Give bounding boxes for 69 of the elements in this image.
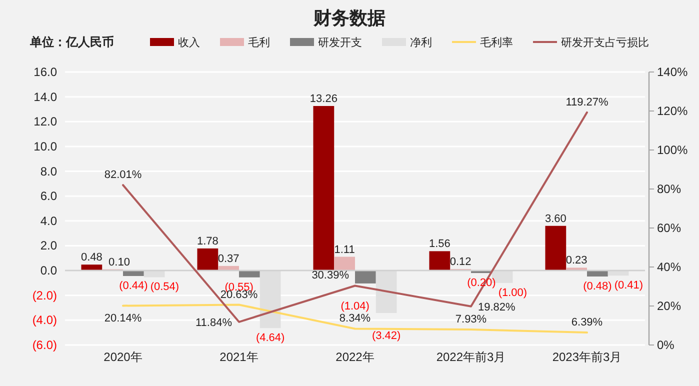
y2-tick-label: 120%: [657, 104, 688, 118]
data-label: 8.34%: [339, 312, 371, 325]
legend-label: 毛利率: [480, 36, 513, 49]
data-label: 0.48: [80, 252, 102, 264]
data-label: 0.37: [218, 252, 240, 265]
text: 单位：亿人民币: [29, 35, 114, 49]
x-tick-label: 2022年: [336, 350, 374, 364]
bar: [429, 251, 450, 271]
y-tick-label: 2.0: [40, 238, 58, 253]
legend-label: 收入: [178, 36, 200, 49]
data-label: 0.23: [566, 254, 588, 267]
y-tick-label: 0.0: [40, 264, 58, 278]
data-label: 1.56: [428, 238, 450, 250]
data-label: (3.42): [372, 330, 401, 342]
bar: [334, 256, 355, 271]
x-tick-label: 2021年: [220, 350, 258, 364]
bar: [376, 270, 397, 313]
x-tick-label: 2023年前3月: [552, 350, 622, 364]
y2-tick-label: 20%: [657, 299, 682, 313]
legend-label: 毛利: [248, 36, 270, 49]
x-tick-label: 2020年: [104, 350, 142, 364]
data-label: 20.14%: [104, 312, 142, 325]
data-label: (0.41): [614, 280, 644, 292]
data-label: 7.93%: [455, 314, 487, 326]
data-label: (1.04): [340, 300, 370, 312]
data-label: 0.10: [108, 256, 130, 268]
bar: [260, 270, 281, 328]
bar: [545, 226, 566, 271]
y-tick-label: 16.0: [34, 65, 58, 79]
y2-tick-label: 140%: [657, 65, 688, 79]
data-label: 3.60: [544, 212, 566, 225]
data-label: 1.78: [196, 235, 218, 248]
data-label: 82.01%: [104, 169, 142, 182]
data-label: (0.54): [150, 281, 180, 294]
data-label: (0.44): [119, 280, 148, 292]
legend-label: 研发开支: [318, 36, 362, 49]
y-tick-label: (2.0): [32, 288, 57, 302]
y-tick-label: 8.0: [40, 164, 58, 178]
data-label: (0.48): [583, 280, 612, 292]
y-tick-label: 6.0: [40, 189, 58, 204]
bar: [81, 264, 102, 271]
legend-label: 研发开支占亏损比: [561, 36, 649, 49]
data-label: (4.64): [256, 332, 285, 344]
data-label: 119.27%: [566, 96, 609, 108]
y-tick-label: (4.0): [32, 313, 57, 328]
data-label: (1.00): [498, 286, 528, 299]
legend-label: 净利: [410, 36, 432, 49]
x-tick-label: 2022年前3月: [436, 350, 506, 364]
bar: [197, 248, 218, 271]
data-label: 0.12: [450, 256, 472, 268]
y-tick-label: 14.0: [34, 90, 58, 104]
chart-title: 财务数据: [312, 8, 386, 28]
data-label: 30.39%: [312, 270, 350, 282]
y2-tick-label: 0%: [657, 338, 675, 352]
y2-tick-label: 80%: [657, 182, 682, 196]
data-label: 19.82%: [478, 301, 516, 314]
data-label: 11.84%: [196, 316, 232, 329]
y-tick-label: 12.0: [34, 114, 58, 129]
data-label: 13.26: [310, 93, 338, 105]
y-tick-label: 4.0: [40, 214, 58, 228]
data-label: 6.39%: [571, 316, 603, 329]
y2-tick-label: 40%: [657, 260, 682, 274]
y-tick-label: (6.0): [32, 338, 57, 352]
y2-tick-label: 100%: [657, 143, 688, 157]
y2-tick-label: 60%: [657, 221, 682, 235]
data-label: 1.11: [334, 244, 355, 256]
bar: [313, 106, 334, 271]
y-tick-label: 10.0: [34, 139, 58, 154]
bar: [355, 270, 376, 284]
